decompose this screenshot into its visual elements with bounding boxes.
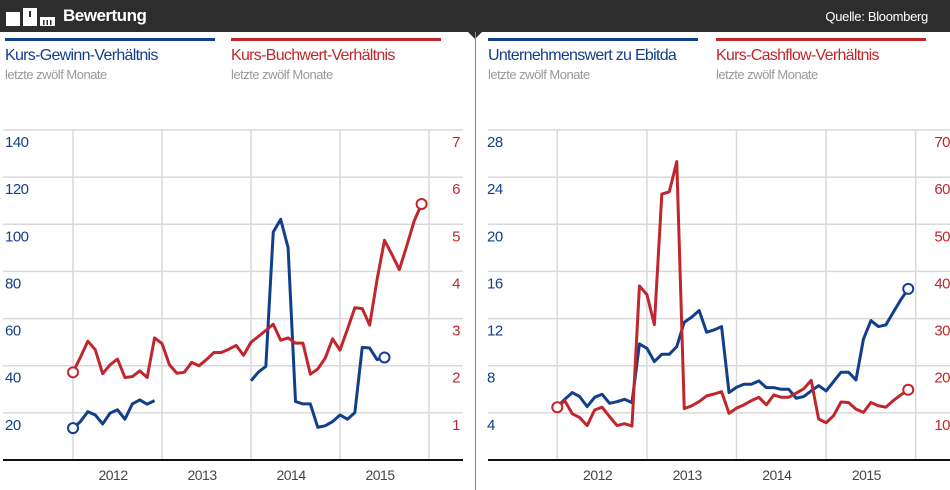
series-line-blue bbox=[556, 288, 910, 409]
x-axis-year-label: 2015 bbox=[852, 467, 882, 483]
right-axis-tick-label: 70 bbox=[934, 134, 950, 151]
series-end-marker bbox=[67, 366, 79, 379]
left-axis-tick-label: 20 bbox=[5, 417, 21, 434]
right-axis-tick-label: 2 bbox=[452, 370, 460, 387]
series-end-marker bbox=[67, 422, 79, 435]
chart-panel-1: 20 40 60 80 100 120 140 1 2 3 4 5 6 7 2012 2013 2014 2015 bbox=[3, 129, 463, 483]
legend-line-blue bbox=[5, 38, 215, 41]
left-axis-tick-label: 4 bbox=[487, 417, 495, 434]
x-axis-year-label: 2013 bbox=[187, 467, 217, 483]
series-line-blue bbox=[249, 217, 385, 429]
right-axis-tick-label: 5 bbox=[452, 228, 460, 245]
right-axis-tick-label: 1 bbox=[452, 417, 460, 434]
series-end-marker bbox=[415, 198, 428, 211]
left-axis-tick-label: 60 bbox=[5, 323, 21, 340]
panel-divider bbox=[475, 32, 476, 490]
series-end-marker bbox=[902, 282, 915, 295]
series-end-marker bbox=[902, 383, 915, 396]
x-axis-year-label: 2014 bbox=[276, 467, 306, 483]
legend-kgv: Kurs-Gewinn-Verhältnis letzte zwölf Mona… bbox=[5, 38, 215, 82]
legend-subtitle: letzte zwölf Monate bbox=[488, 67, 590, 82]
legend-subtitle: letzte zwölf Monate bbox=[231, 67, 333, 82]
legend-ev-ebitda: Unternehmenswert zu Ebitda letzte zwölf … bbox=[488, 38, 698, 82]
series-line-blue bbox=[72, 398, 156, 430]
legend-title: Unternehmenswert zu Ebitda bbox=[488, 47, 677, 64]
right-axis-tick-label: 4 bbox=[452, 275, 460, 292]
legend-title: Kurs-Cashflow-Verhältnis bbox=[716, 47, 880, 64]
series-end-marker bbox=[378, 351, 391, 364]
right-axis-tick-label: 7 bbox=[452, 134, 460, 151]
x-axis-year-label: 2014 bbox=[762, 467, 792, 483]
left-axis-tick-label: 120 bbox=[5, 181, 29, 198]
left-axis-tick-label: 20 bbox=[487, 228, 503, 245]
legend-kbv: Kurs-Buchwert-Verhältnis letzte zwölf Mo… bbox=[231, 38, 441, 82]
series-line-red bbox=[71, 203, 423, 379]
legend-subtitle: letzte zwölf Monate bbox=[716, 67, 818, 82]
right-axis-tick-label: 50 bbox=[934, 228, 950, 245]
x-axis-year-label: 2012 bbox=[98, 467, 128, 483]
x-axis-year-label: 2012 bbox=[583, 467, 613, 483]
bar-chart-blocks-icon bbox=[6, 8, 55, 26]
right-axis-tick-label: 40 bbox=[934, 275, 950, 292]
right-axis-tick-label: 3 bbox=[452, 323, 460, 340]
header-bar: Bewertung Quelle: Bloomberg bbox=[0, 0, 950, 32]
left-axis-tick-label: 100 bbox=[5, 228, 29, 245]
right-axis-tick-label: 60 bbox=[934, 181, 950, 198]
right-axis-tick-label: 30 bbox=[934, 323, 950, 340]
legend-title: Kurs-Gewinn-Verhältnis bbox=[5, 47, 158, 64]
left-axis-tick-label: 40 bbox=[5, 370, 21, 387]
x-axis-year-label: 2013 bbox=[673, 467, 703, 483]
left-axis-tick-label: 80 bbox=[5, 275, 21, 292]
left-axis-tick-label: 16 bbox=[487, 275, 503, 292]
right-axis-tick-label: 6 bbox=[452, 181, 460, 198]
left-axis-tick-label: 12 bbox=[487, 323, 503, 340]
series-end-marker bbox=[551, 401, 564, 414]
right-axis-tick-label: 20 bbox=[934, 370, 950, 387]
legend-title: Kurs-Buchwert-Verhältnis bbox=[231, 47, 395, 64]
chart-panel-2: 4 8 12 16 20 24 28 10 20 30 40 50 60 70 2012 2013 2014 20… bbox=[487, 129, 950, 483]
source-label: Quelle: Bloomberg bbox=[825, 9, 928, 24]
x-axis-year-label: 2015 bbox=[365, 467, 395, 483]
legend-kcv: Kurs-Cashflow-Verhältnis letzte zwölf Mo… bbox=[716, 38, 926, 82]
legend-subtitle: letzte zwölf Monate bbox=[5, 67, 107, 82]
left-axis-tick-label: 28 bbox=[487, 134, 503, 151]
right-axis-tick-label: 10 bbox=[934, 417, 950, 434]
left-axis-tick-label: 140 bbox=[5, 134, 29, 151]
series-line-red bbox=[556, 160, 910, 428]
left-axis-tick-label: 8 bbox=[487, 370, 495, 387]
page-title: Bewertung bbox=[63, 6, 147, 25]
legend-line-blue bbox=[488, 38, 698, 41]
legend-line-red bbox=[231, 38, 441, 41]
legend-line-red bbox=[716, 38, 926, 41]
left-axis-tick-label: 24 bbox=[487, 181, 503, 198]
